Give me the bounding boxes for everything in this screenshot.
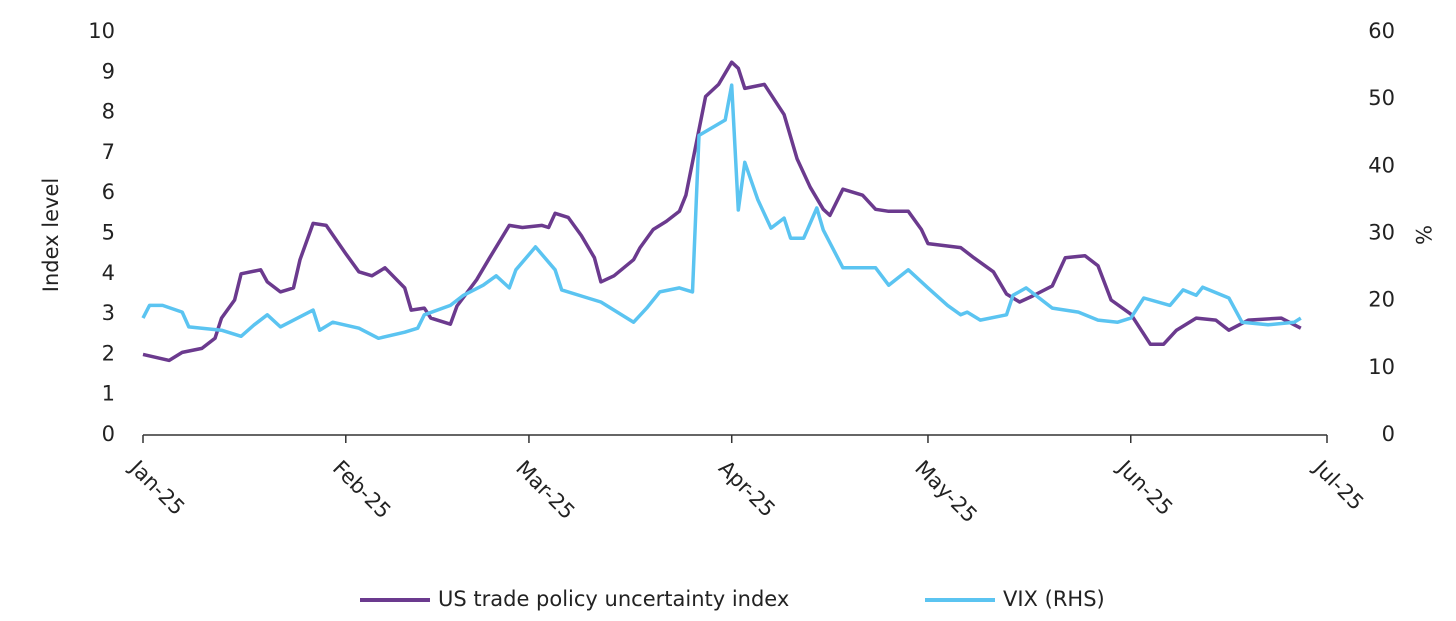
y2-tick-label: 30: [1368, 221, 1395, 245]
y-tick-label: 5: [102, 221, 115, 245]
x-tick-label: Apr-25: [714, 456, 780, 522]
legend-label: US trade policy uncertainty index: [438, 587, 789, 611]
y2-tick-label: 50: [1368, 86, 1395, 110]
y-axis-label: Index level: [39, 178, 63, 292]
y-tick-label: 0: [102, 422, 115, 446]
y-tick-label: 3: [102, 301, 115, 325]
y2-axis-label: %: [1411, 225, 1435, 245]
y-tick-label: 7: [102, 140, 115, 164]
x-tick-label: Feb-25: [328, 456, 396, 524]
y-tick-label: 10: [88, 19, 115, 43]
y-tick-label: 1: [102, 382, 115, 406]
y2-tick-label: 10: [1368, 355, 1395, 379]
y-tick-label: 6: [102, 180, 115, 204]
series-line: [142, 60, 1302, 363]
y2-tick-label: 60: [1368, 19, 1395, 43]
y-tick-label: 8: [102, 100, 115, 124]
x-tick-label: Jul-25: [1308, 454, 1369, 515]
legend-label: VIX (RHS): [1003, 587, 1105, 611]
y-tick-label: 9: [102, 59, 115, 83]
y2-tick-label: 20: [1368, 288, 1395, 312]
y-tick-label: 4: [102, 261, 115, 285]
y2-tick-label: 0: [1382, 422, 1395, 446]
series-line: [141, 83, 1302, 341]
x-tick-label: Jan-25: [124, 454, 190, 520]
y-tick-label: 2: [102, 341, 115, 365]
x-tick-label: May-25: [910, 456, 982, 528]
x-tick-label: Mar-25: [511, 456, 579, 524]
y2-tick-label: 40: [1368, 153, 1395, 177]
x-tick-label: Jun-25: [1112, 454, 1178, 520]
